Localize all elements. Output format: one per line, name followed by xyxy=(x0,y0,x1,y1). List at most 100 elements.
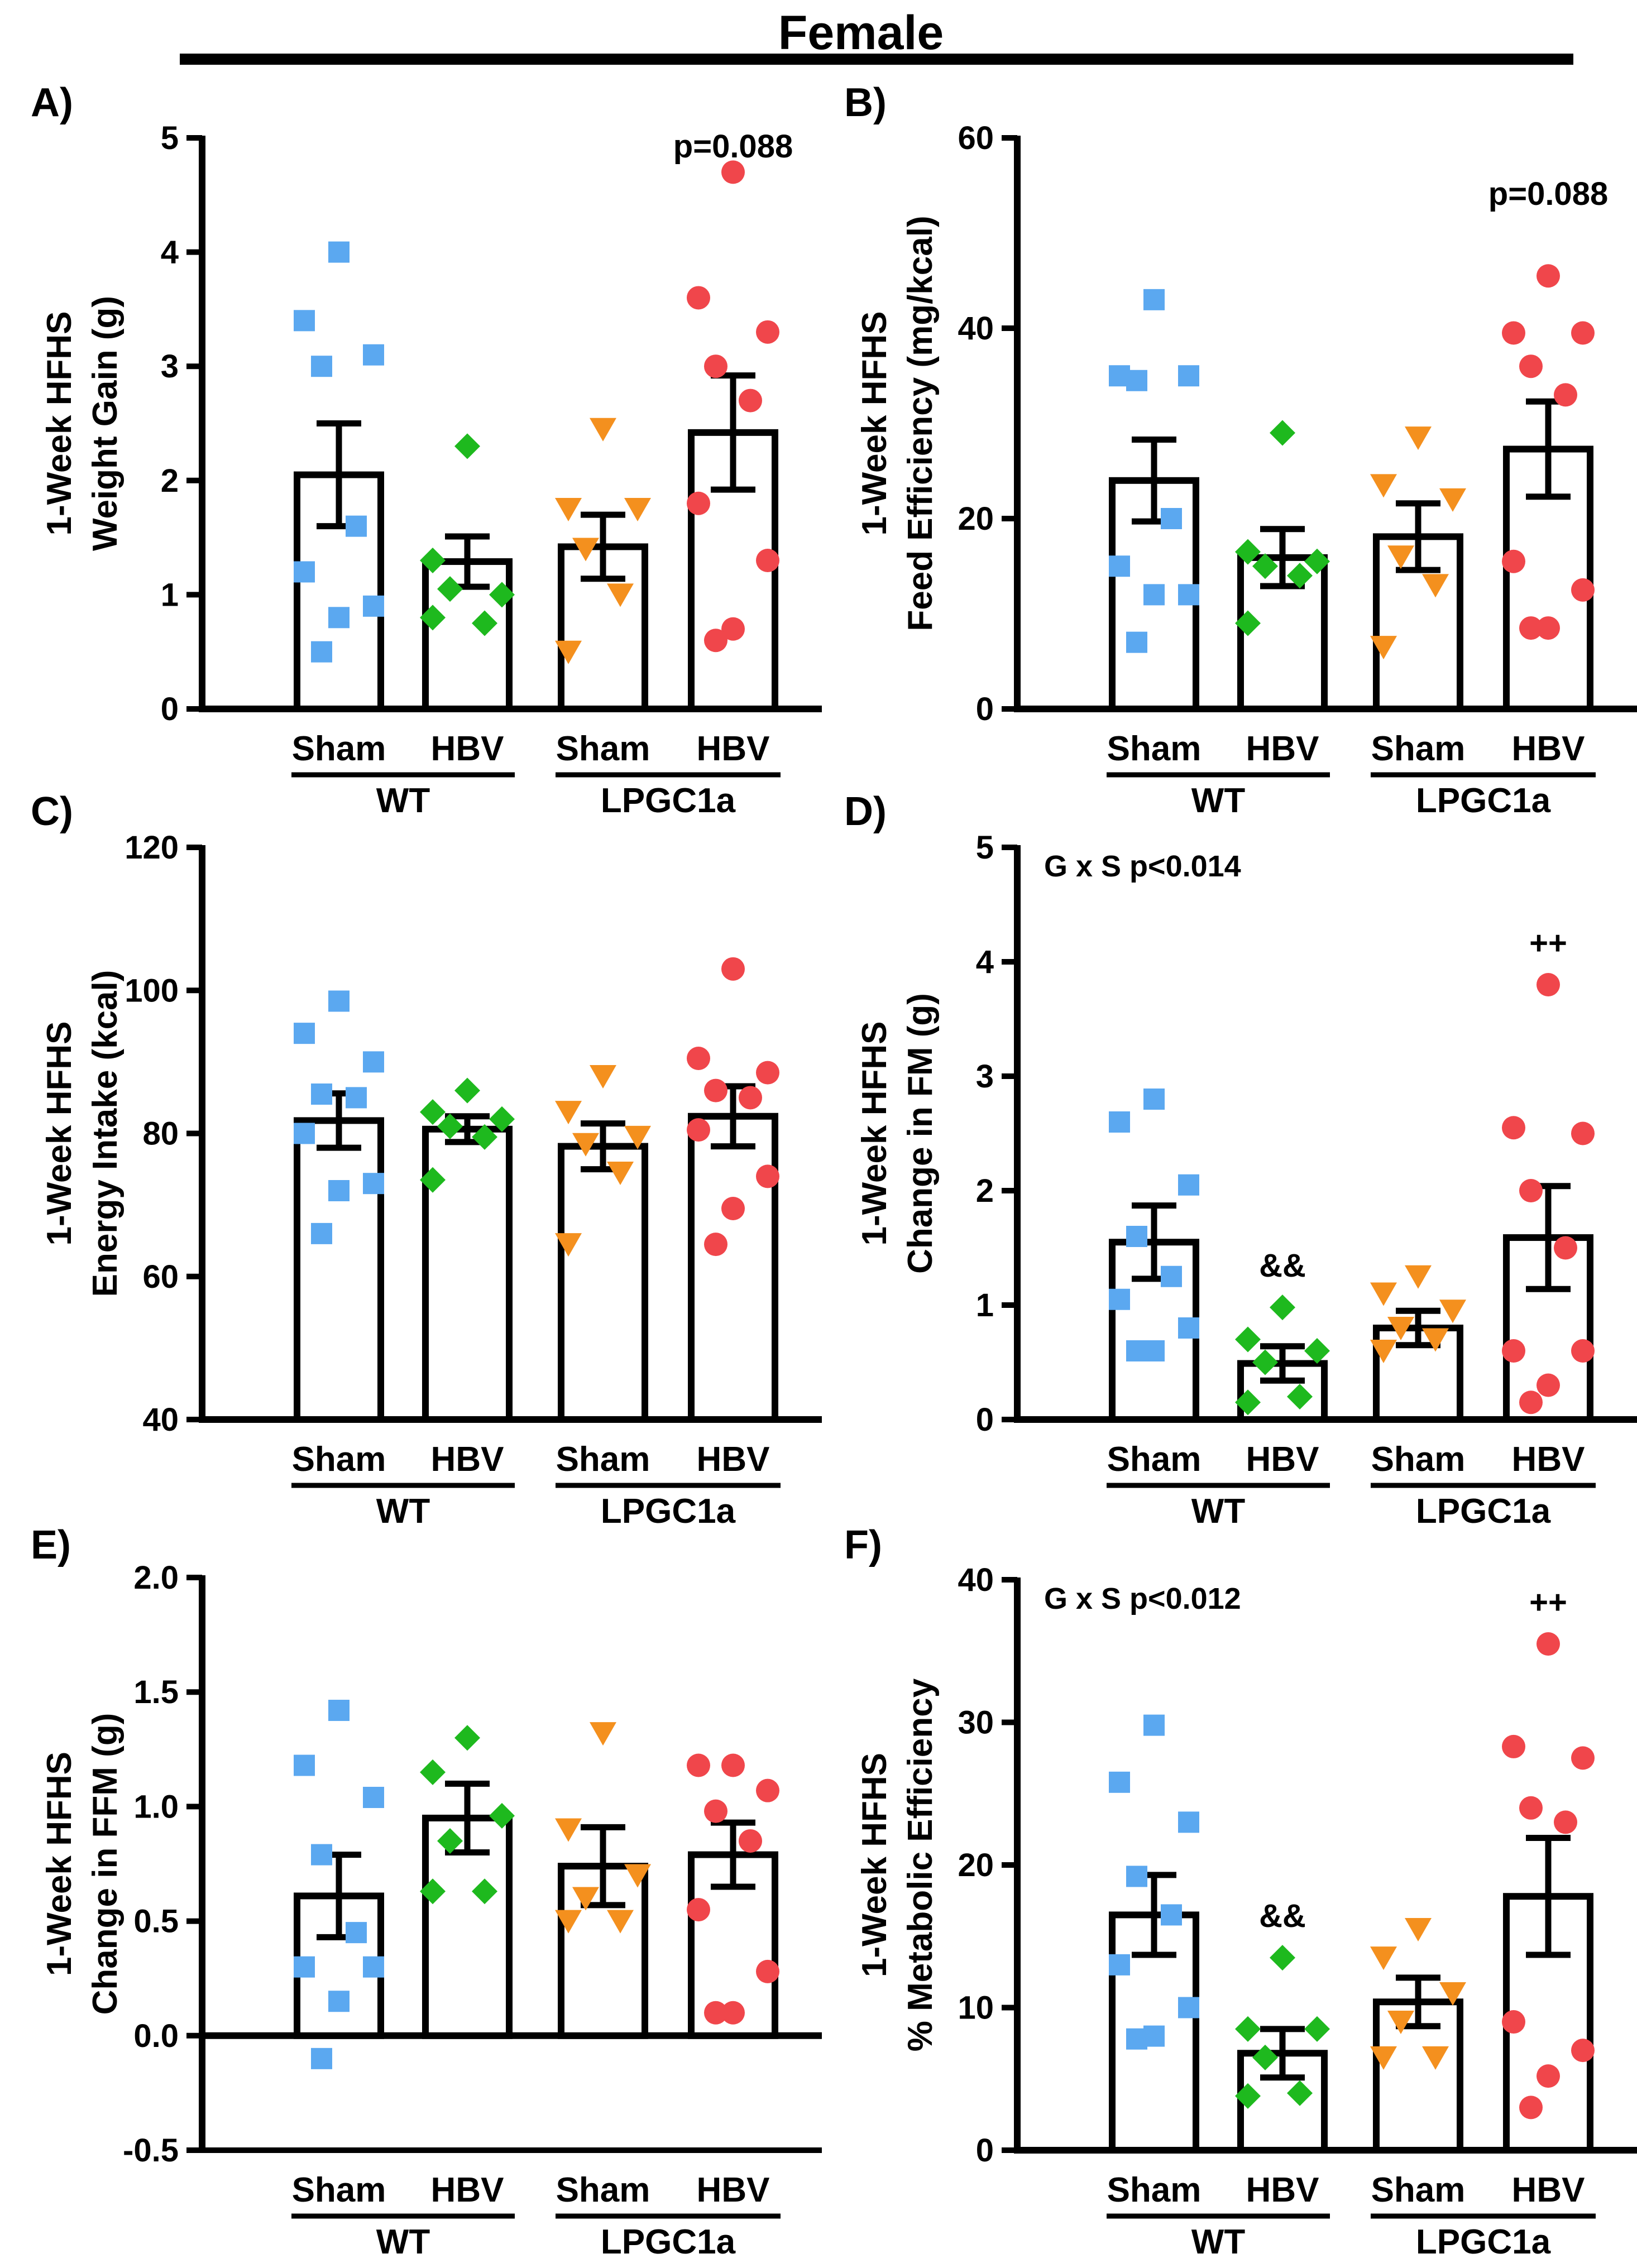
data-point-wt-sham xyxy=(294,310,315,332)
data-point-wt-sham xyxy=(1126,1866,1147,1887)
y-axis-label-line2: Energy Intake (kcal) xyxy=(86,970,125,1297)
y-tick-label: -0.5 xyxy=(123,2132,179,2169)
data-point-wt-sham xyxy=(294,1956,315,1978)
data-point-lpgc1a-sham xyxy=(1370,2046,1397,2070)
x-tick-label-wt-sham: Sham xyxy=(1107,2171,1202,2209)
data-point-wt-hbv xyxy=(437,576,463,602)
data-point-wt-sham xyxy=(1161,508,1182,529)
stats-annotation: G x S p<0.014 xyxy=(1044,850,1241,883)
y-axis-label-line1: 1-Week HFHS xyxy=(40,1022,79,1246)
data-point-lpgc1a-sham xyxy=(1405,426,1432,450)
y-tick-label: 5 xyxy=(976,829,994,866)
significance-label: && xyxy=(1259,1898,1306,1934)
genotype-label: WT xyxy=(376,1492,430,1531)
y-tick-label: 60 xyxy=(958,120,994,156)
bar-lpgc1a-sham xyxy=(558,1143,648,1423)
data-point-wt-sham xyxy=(1126,2028,1147,2050)
y-tick-label: 1 xyxy=(976,1287,994,1324)
data-point-wt-sham xyxy=(294,1123,315,1144)
chart-panel-d: D) 0 1 2 3 4 5 1-Week HFHS Change in FM (g) Sham H… xyxy=(844,789,1637,1531)
data-point-lpgc1a-hbv xyxy=(687,491,710,515)
data-point-lpgc1a-sham xyxy=(1370,1282,1397,1306)
data-point-lpgc1a-hbv xyxy=(1537,973,1560,996)
genotype-label: LPGC1a xyxy=(1416,781,1551,820)
x-tick-label-lpgc1a-sham: Sham xyxy=(1371,730,1466,768)
data-point-wt-sham xyxy=(1178,1811,1199,1833)
data-point-wt-hbv xyxy=(489,1802,515,1829)
data-point-wt-sham xyxy=(328,241,350,263)
y-tick-label: 30 xyxy=(958,1705,994,1741)
data-point-wt-hbv xyxy=(1287,2080,1313,2106)
y-axis-label-line1: 1-Week HFHS xyxy=(855,311,894,536)
significance-label: && xyxy=(1259,1248,1306,1284)
data-point-wt-sham xyxy=(311,356,332,377)
data-point-lpgc1a-hbv xyxy=(756,1164,779,1188)
data-point-lpgc1a-sham xyxy=(1439,488,1466,512)
stats-annotation: G x S p<0.012 xyxy=(1044,1582,1241,1615)
genotype-label: WT xyxy=(1191,2223,1246,2261)
x-tick-label-wt-hbv: HBV xyxy=(431,730,504,768)
y-tick-label: 100 xyxy=(125,972,179,1009)
data-point-wt-sham xyxy=(294,561,315,583)
data-point-lpgc1a-sham xyxy=(607,1161,634,1185)
data-point-lpgc1a-hbv xyxy=(1571,578,1595,602)
genotype-label: WT xyxy=(376,781,430,820)
data-point-wt-sham xyxy=(346,1087,367,1109)
data-point-lpgc1a-sham xyxy=(555,1101,582,1125)
data-point-lpgc1a-hbv xyxy=(1519,354,1543,378)
data-point-wt-hbv xyxy=(1235,2083,1261,2109)
y-tick-label: 80 xyxy=(142,1116,179,1152)
data-point-wt-hbv xyxy=(420,1759,446,1785)
y-axis-label-line1: 1-Week HFHS xyxy=(855,1753,894,1977)
genotype-label: LPGC1a xyxy=(601,1492,736,1531)
data-point-wt-hbv xyxy=(1252,2044,1278,2070)
y-axis-label-line1: 1-Week HFHS xyxy=(40,311,79,536)
data-point-lpgc1a-hbv xyxy=(721,2001,745,2025)
data-point-lpgc1a-hbv xyxy=(756,1061,779,1085)
bar-wt-sham xyxy=(294,1117,384,1423)
data-point-wt-sham xyxy=(1178,1997,1199,2018)
data-point-lpgc1a-hbv xyxy=(739,1086,762,1110)
data-point-wt-sham xyxy=(311,1222,332,1244)
data-point-wt-sham xyxy=(1143,1714,1165,1736)
data-point-lpgc1a-sham xyxy=(572,538,599,562)
y-tick-label: 0 xyxy=(976,2132,994,2169)
data-point-wt-hbv xyxy=(1304,1338,1330,1364)
y-tick-label: 40 xyxy=(958,1562,994,1598)
chart-panel-f: F) 0 10 20 30 40 1-Week HFHS% Metabolic Effici… xyxy=(844,1523,1637,2261)
genotype-label: LPGC1a xyxy=(601,2223,736,2261)
y-tick-label: 20 xyxy=(958,1847,994,1883)
data-point-lpgc1a-hbv xyxy=(704,1233,727,1257)
data-point-lpgc1a-hbv xyxy=(687,1753,710,1777)
genotype-label: LPGC1a xyxy=(1416,2223,1551,2261)
data-point-wt-hbv xyxy=(1304,548,1330,574)
data-point-wt-sham xyxy=(346,515,367,537)
data-point-lpgc1a-hbv xyxy=(1571,321,1595,345)
data-point-lpgc1a-sham xyxy=(607,583,634,607)
chart-panel-e: E) -0.5 0.0 0.5 1.0 1.5 2.0 1-Week HFHS Change i… xyxy=(31,1523,822,2261)
data-point-wt-sham xyxy=(1161,1265,1182,1287)
x-tick-label-wt-hbv: HBV xyxy=(431,2171,504,2209)
data-point-wt-hbv xyxy=(420,605,446,631)
data-point-wt-sham xyxy=(311,1844,332,1866)
data-point-wt-hbv xyxy=(1270,1945,1295,1971)
data-point-lpgc1a-sham xyxy=(555,497,582,521)
data-point-lpgc1a-sham xyxy=(1370,1946,1397,1970)
data-point-wt-hbv xyxy=(472,1878,497,1905)
data-point-lpgc1a-hbv xyxy=(704,1078,727,1102)
data-point-lpgc1a-hbv xyxy=(756,320,779,344)
data-point-lpgc1a-hbv xyxy=(1502,321,1525,345)
data-point-wt-sham xyxy=(1178,1174,1199,1196)
x-tick-label-wt-hbv: HBV xyxy=(1246,2171,1319,2209)
data-point-wt-sham xyxy=(328,990,350,1012)
data-point-lpgc1a-hbv xyxy=(1519,1390,1543,1414)
genotype-label: WT xyxy=(1191,781,1246,820)
figure-title-rule xyxy=(180,54,1573,65)
data-point-lpgc1a-hbv xyxy=(1537,616,1560,640)
data-point-wt-sham xyxy=(328,1700,350,1722)
data-point-wt-hbv xyxy=(1252,1349,1278,1375)
data-point-lpgc1a-hbv xyxy=(1502,1734,1525,1758)
y-axis-label-line1: 1-Week HFHS xyxy=(40,1752,79,1976)
data-point-wt-hbv xyxy=(1235,539,1261,565)
